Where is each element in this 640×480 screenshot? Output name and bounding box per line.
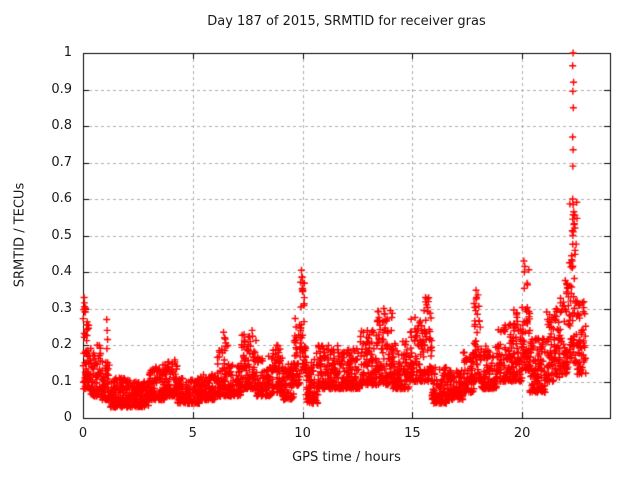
y-tick-label: 0.4	[51, 264, 72, 279]
y-tick-label: 0.7	[51, 154, 72, 170]
chart-title: Day 187 of 2015, SRMTID for receiver gra…	[207, 14, 486, 29]
x-tick-label: 10	[294, 426, 311, 441]
y-tick-label: 0.8	[51, 118, 72, 133]
y-tick-label: 1	[63, 45, 72, 60]
x-axis-label: GPS time / hours	[292, 450, 401, 465]
x-tick-label: 0	[78, 426, 88, 441]
x-tick-label: 15	[404, 426, 421, 441]
y-tick-label: 0.6	[51, 191, 72, 206]
y-tick-label: 0.1	[51, 373, 72, 389]
y-tick-label: 0.5	[51, 227, 72, 243]
x-tick-label: 5	[188, 426, 197, 441]
y-tick-label: 0	[63, 410, 72, 425]
y-tick-label: 0.3	[51, 300, 72, 316]
y-tick-label: 0.9	[51, 81, 72, 97]
y-tick-label: 0.2	[51, 337, 72, 352]
x-tick-label: 20	[513, 426, 531, 441]
